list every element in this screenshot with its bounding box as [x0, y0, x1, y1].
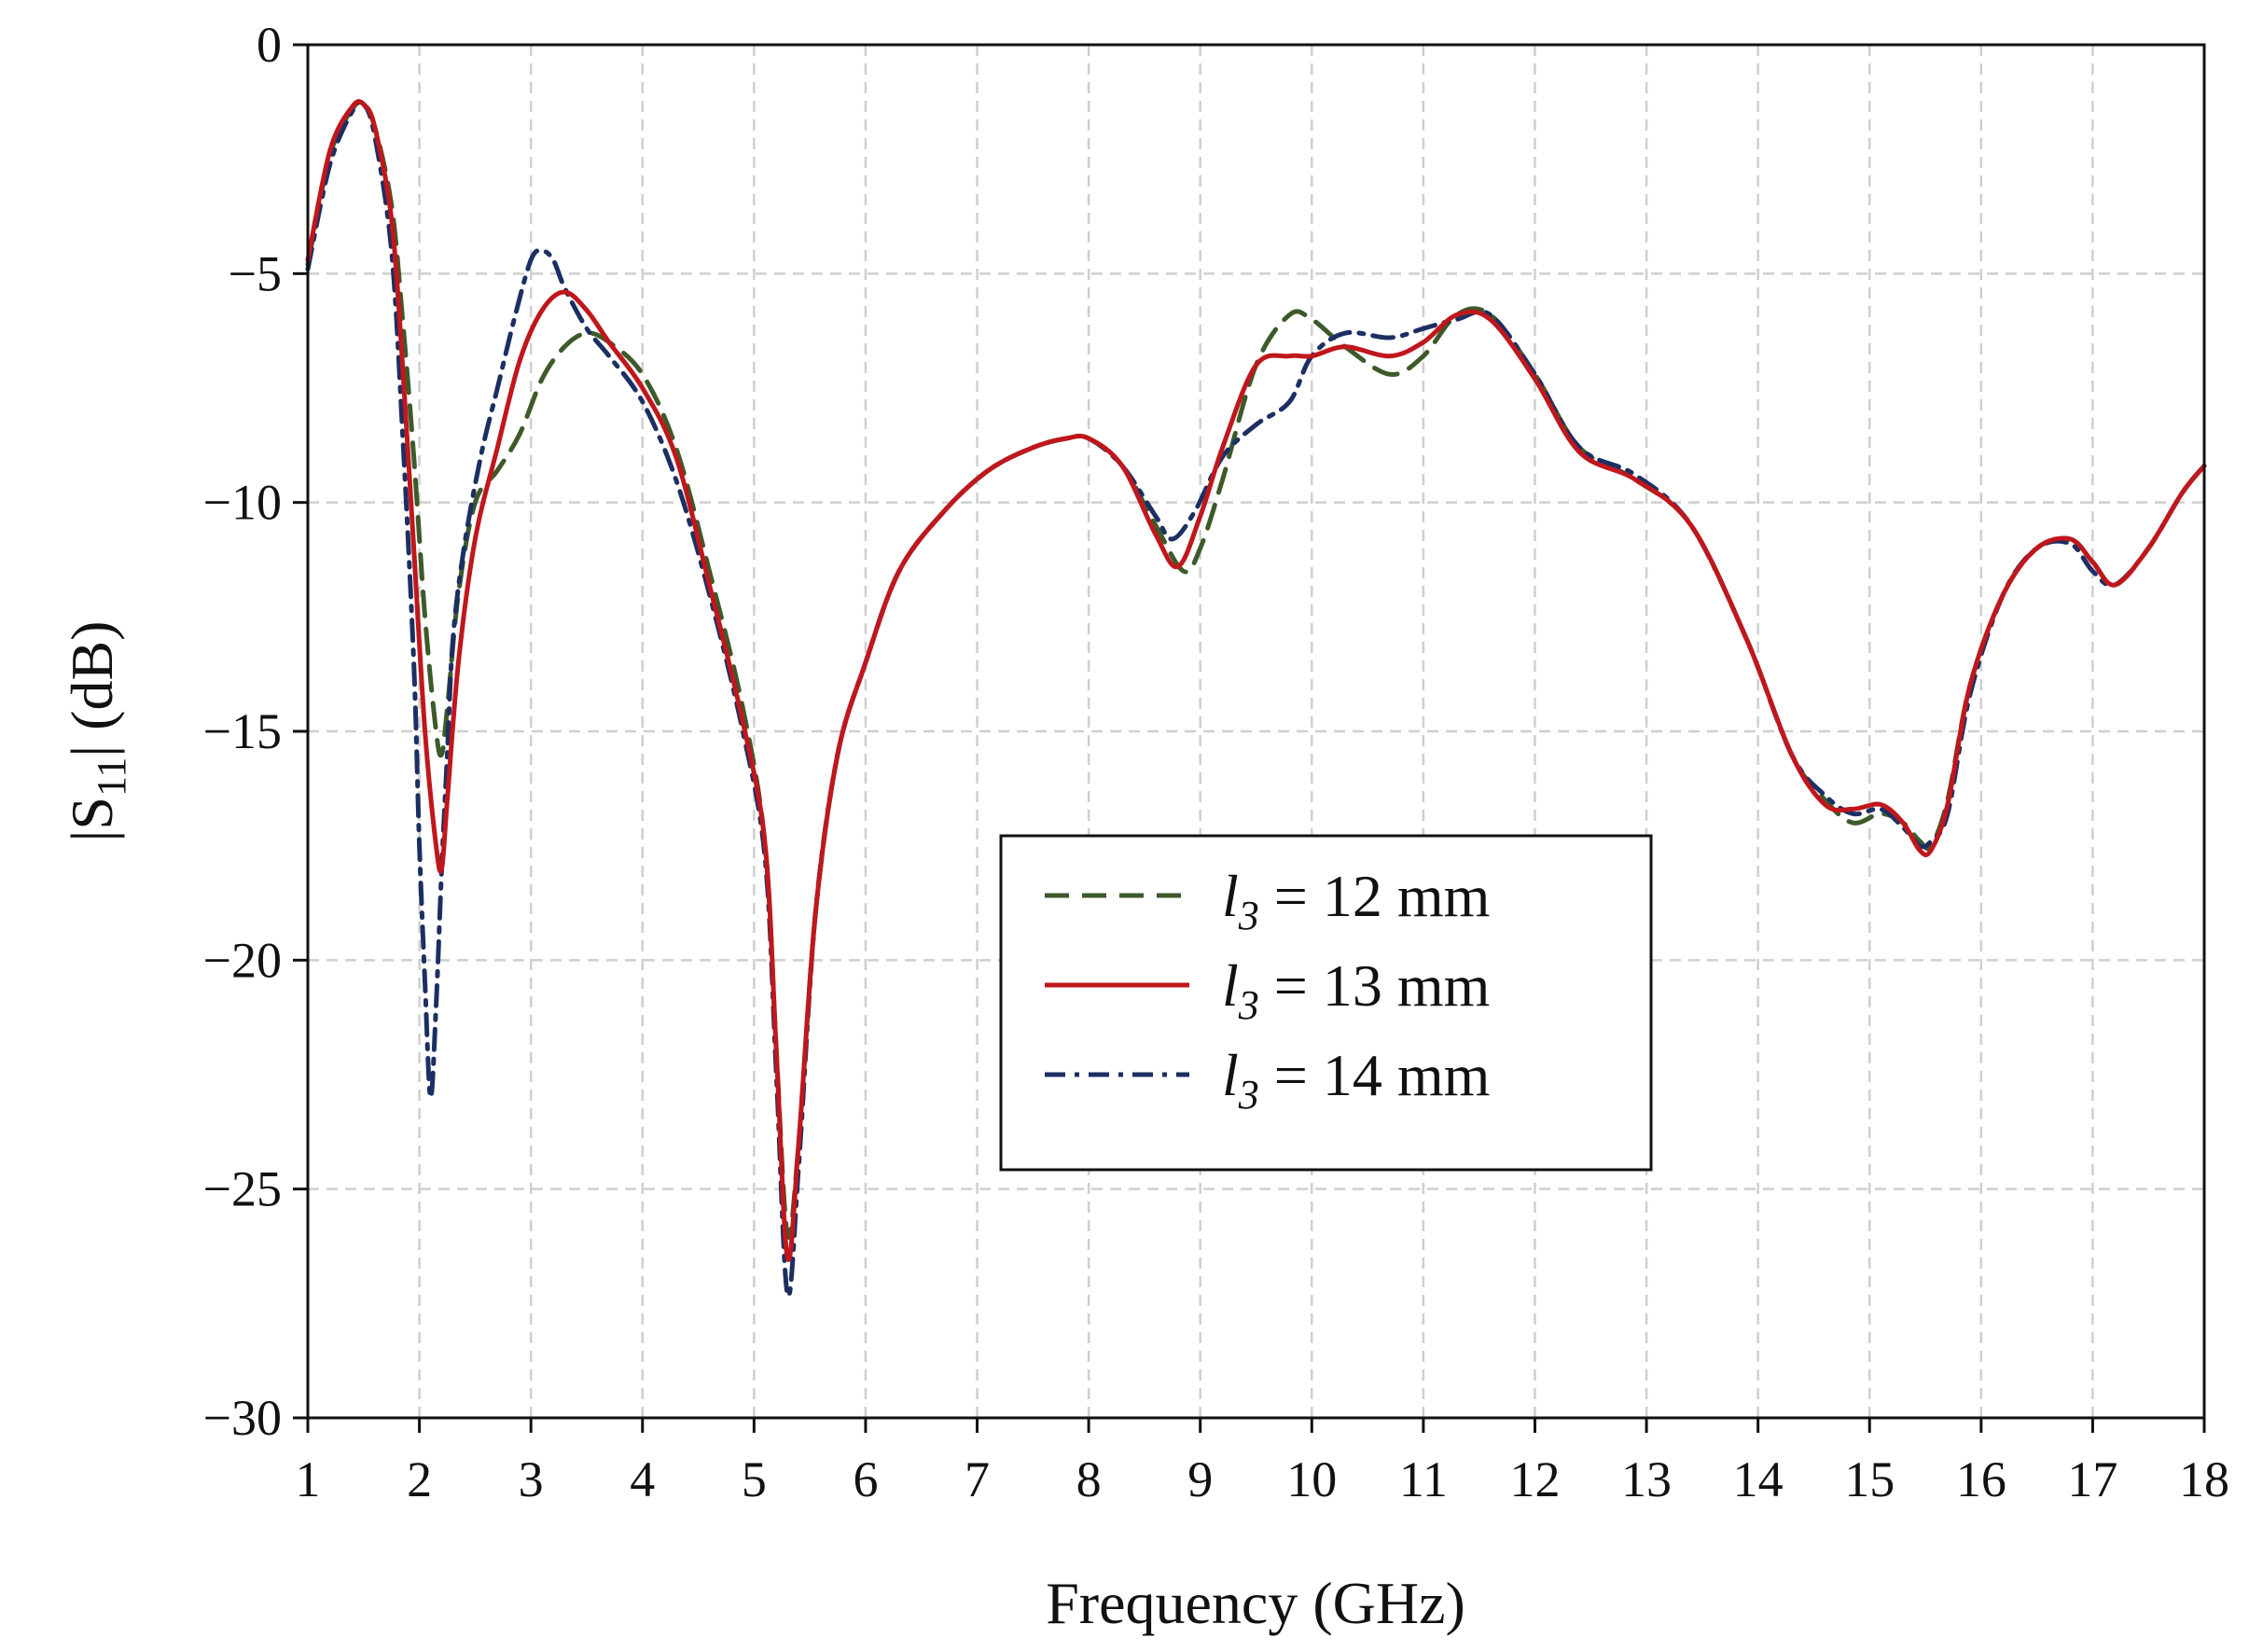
- x-tick-label: 5: [742, 1451, 767, 1507]
- legend-value: = 12 mm: [1259, 863, 1491, 929]
- grid-lines: [308, 45, 2204, 1418]
- legend-box: [999, 834, 1653, 1172]
- series-l3-13mm-legend-label: l3 = 13 mm: [1222, 952, 1490, 1028]
- series-l3-12mm-legend-label: l3 = 12 mm: [1222, 863, 1490, 938]
- x-tick-label: 15: [1844, 1451, 1895, 1507]
- legend-symbol: l: [1222, 1042, 1239, 1108]
- x-tick-label: 10: [1286, 1451, 1337, 1507]
- y-tick-label: −5: [229, 245, 282, 301]
- series-l3-13mm-line: [305, 99, 2207, 1262]
- x-tick-label: 14: [1733, 1451, 1784, 1507]
- y-tick-label: −25: [203, 1161, 282, 1217]
- x-tick-label: 12: [1509, 1451, 1560, 1507]
- y-axis-title: |S11| (dB): [59, 621, 134, 842]
- y-tick-label: −20: [203, 932, 282, 988]
- x-tick-label: 18: [2179, 1451, 2229, 1507]
- y-tick-label: −30: [203, 1390, 282, 1446]
- legend-symbol: l: [1222, 863, 1239, 929]
- x-tick-label: 3: [519, 1451, 544, 1507]
- legend-subscript: 3: [1238, 1072, 1259, 1118]
- series-l3-14mm-legend-label: l3 = 14 mm: [1222, 1042, 1490, 1118]
- x-axis-title: Frequency (GHz): [1046, 1570, 1465, 1636]
- y-axis-title-prefix: |S: [59, 797, 125, 841]
- x-tick-label: 7: [965, 1451, 990, 1507]
- legend-symbol: l: [1222, 952, 1239, 1019]
- y-axis-title-suffix: | (dB): [59, 621, 125, 757]
- x-tick-label: 2: [407, 1451, 432, 1507]
- y-axis: 0 −5 −10 −15 −20 −25 −30: [203, 17, 308, 1446]
- x-tick-label: 8: [1076, 1451, 1102, 1507]
- x-tick-label: 4: [630, 1451, 655, 1507]
- y-tick-label: −15: [203, 703, 282, 759]
- x-tick-label: 6: [853, 1451, 878, 1507]
- x-tick-label: 11: [1399, 1451, 1448, 1507]
- x-tick-label: 17: [2067, 1451, 2117, 1507]
- x-tick-label: 16: [1956, 1451, 2006, 1507]
- x-tick-label: 1: [296, 1451, 321, 1507]
- legend-subscript: 3: [1238, 982, 1259, 1028]
- y-tick-label: 0: [257, 17, 282, 73]
- legend-value: = 14 mm: [1259, 1042, 1491, 1108]
- legend-subscript: 3: [1238, 893, 1259, 938]
- x-tick-label: 13: [1621, 1451, 1672, 1507]
- series-layer: [305, 99, 2207, 1298]
- x-axis: 1 2 3 4 5 6 7 8 9 10 11 12 13 14 15 16 17 18: [296, 1418, 2229, 1507]
- y-tick-label: −10: [203, 475, 282, 531]
- legend-value: = 13 mm: [1259, 952, 1491, 1019]
- y-axis-title-subscript: 11: [89, 757, 134, 797]
- x-tick-label: 9: [1187, 1451, 1213, 1507]
